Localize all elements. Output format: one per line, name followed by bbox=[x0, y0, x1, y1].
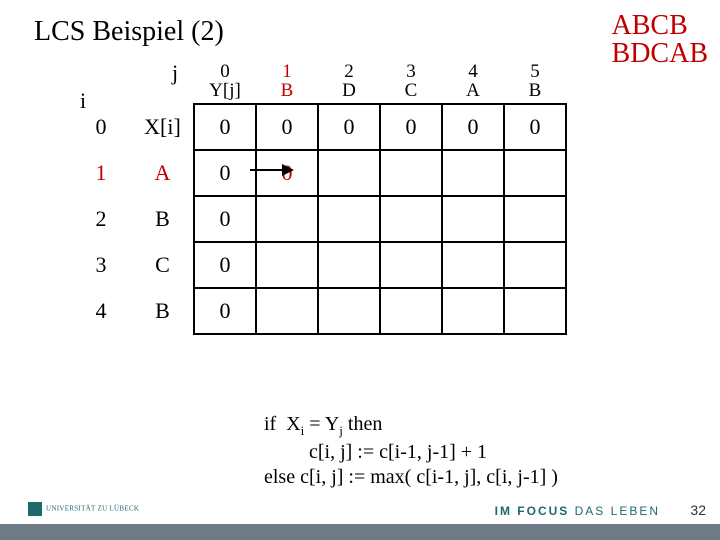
cell bbox=[442, 196, 504, 242]
logo-mark-icon bbox=[28, 502, 42, 516]
cell bbox=[380, 150, 442, 196]
cell: 0 bbox=[256, 104, 318, 150]
cell bbox=[442, 242, 504, 288]
footer-bar bbox=[0, 524, 720, 540]
cell bbox=[256, 196, 318, 242]
footer-tagline: IM FOCUS DAS LEBEN bbox=[495, 504, 660, 518]
i-index: 3 bbox=[70, 242, 132, 288]
x-char: C bbox=[132, 242, 194, 288]
x-char: B bbox=[132, 288, 194, 334]
cell bbox=[504, 196, 566, 242]
cell bbox=[504, 288, 566, 334]
string-y: BDCAB bbox=[612, 40, 708, 68]
cell: 0 bbox=[194, 150, 256, 196]
slide-title: LCS Beispiel (2) bbox=[34, 16, 224, 48]
j-index: 5B bbox=[504, 58, 566, 104]
cell: 0 bbox=[194, 196, 256, 242]
cell bbox=[256, 242, 318, 288]
cell: 0 bbox=[442, 104, 504, 150]
cell bbox=[442, 288, 504, 334]
footer-logo: UNIVERSITÄT ZU LÜBECK bbox=[28, 502, 148, 520]
j-index: 2D bbox=[318, 58, 380, 104]
cell-current: 0 bbox=[256, 150, 318, 196]
grid: 0Y[j] 1B 2D 3C 4A 5B 0 X[i] 0 0 0 0 0 0 … bbox=[70, 58, 567, 335]
j-index: 0Y[j] bbox=[194, 58, 256, 104]
i-index: 0 bbox=[70, 104, 132, 150]
cell bbox=[442, 150, 504, 196]
pseudocode: if Xi = Yj then c[i, j] := c[i-1, j-1] +… bbox=[264, 412, 558, 491]
j-index: 4A bbox=[442, 58, 504, 104]
cell bbox=[380, 242, 442, 288]
cell bbox=[318, 288, 380, 334]
cell: 0 bbox=[318, 104, 380, 150]
cell: 0 bbox=[194, 242, 256, 288]
x-char: B bbox=[132, 196, 194, 242]
lcs-table: 0Y[j] 1B 2D 3C 4A 5B 0 X[i] 0 0 0 0 0 0 … bbox=[70, 58, 567, 335]
cell bbox=[380, 196, 442, 242]
j-index: 1B bbox=[256, 58, 318, 104]
cell: 0 bbox=[194, 104, 256, 150]
cell: 0 bbox=[504, 104, 566, 150]
i-index: 1 bbox=[70, 150, 132, 196]
cell bbox=[256, 288, 318, 334]
string-x: ABCB bbox=[612, 12, 708, 40]
page-number: 32 bbox=[690, 502, 706, 518]
cell bbox=[504, 242, 566, 288]
x-label: X[i] bbox=[132, 104, 194, 150]
cell bbox=[380, 288, 442, 334]
cell bbox=[318, 150, 380, 196]
i-index: 2 bbox=[70, 196, 132, 242]
x-char: A bbox=[132, 150, 194, 196]
cell bbox=[504, 150, 566, 196]
cell: 0 bbox=[380, 104, 442, 150]
header-strings: ABCB BDCAB bbox=[612, 12, 708, 68]
i-index: 4 bbox=[70, 288, 132, 334]
cell bbox=[318, 196, 380, 242]
j-index: 3C bbox=[380, 58, 442, 104]
cell: 0 bbox=[194, 288, 256, 334]
cell bbox=[318, 242, 380, 288]
